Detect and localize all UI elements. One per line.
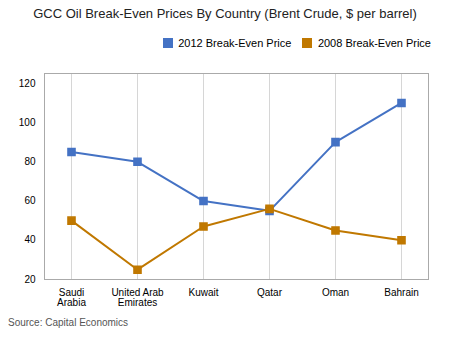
svg-text:120: 120: [19, 77, 36, 88]
svg-text:Oman: Oman: [322, 286, 349, 297]
svg-text:100: 100: [19, 116, 36, 127]
svg-text:80: 80: [24, 155, 36, 166]
html-text:2012 Break-Even Price: 2012 Break-Even Price: [178, 36, 292, 49]
html-text:GCC Oil Break-Even Prices By C: GCC Oil Break-Even Prices By Country (Br…: [33, 6, 417, 21]
svg-text:Kuwait: Kuwait: [188, 286, 218, 297]
svg-text:60: 60: [24, 195, 36, 206]
html-text:2008 Break-Even Price: 2008 Break-Even Price: [317, 36, 431, 49]
html-text:Source: Capital Economics: Source: Capital Economics: [8, 316, 129, 328]
svg-text:Qatar: Qatar: [257, 286, 283, 297]
svg-text:20: 20: [24, 273, 36, 284]
svg-text:SaudiArabia: SaudiArabia: [57, 286, 86, 307]
svg-text:Bahrain: Bahrain: [384, 286, 418, 297]
svg-text:40: 40: [24, 234, 36, 245]
svg-text:United ArabEmirates: United ArabEmirates: [111, 286, 164, 307]
